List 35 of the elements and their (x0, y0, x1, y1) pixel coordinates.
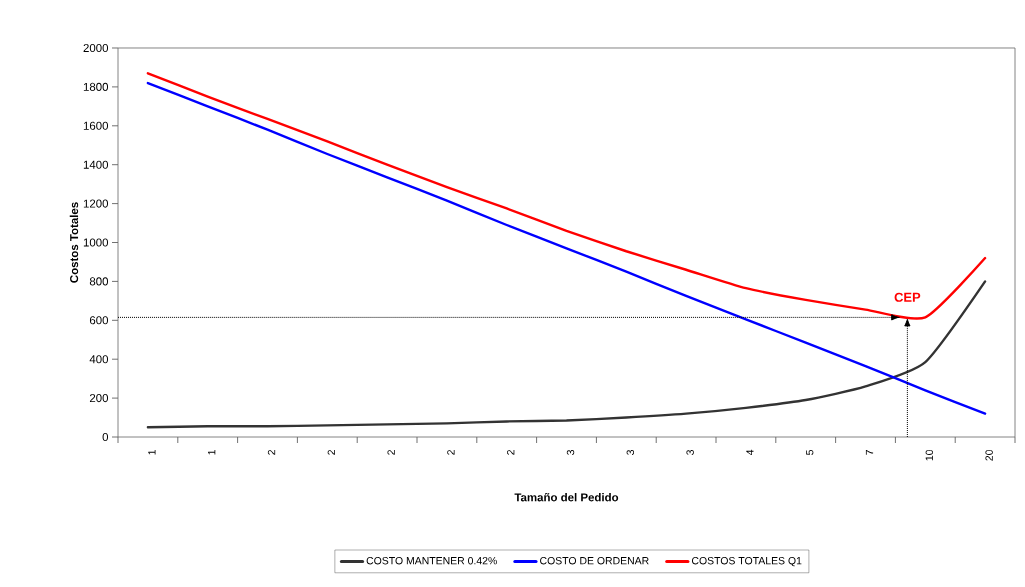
y-tick-label: 1800 (83, 82, 109, 91)
x-tick-label: 2 (387, 450, 395, 455)
y-tick-label: 1600 (83, 121, 109, 130)
x-tick-label: 10 (925, 449, 934, 461)
x-tick-label: 2 (267, 450, 276, 455)
annotation: CEP (894, 292, 921, 302)
x-tick-label: 3 (566, 449, 575, 455)
y-tick-label: 600 (89, 316, 109, 325)
x-axis-title: Tamaño del Pedido (514, 493, 619, 502)
y-tick-label: 0 (102, 432, 109, 442)
y-tick-label: 200 (89, 394, 109, 403)
y-tick-label: 400 (89, 355, 109, 364)
y-tick-label: 800 (89, 277, 109, 286)
x-tick-label: 4 (746, 449, 754, 456)
line-series (146, 280, 987, 429)
x-tick-label: 20 (985, 449, 993, 461)
y-tick-label: 1000 (83, 238, 109, 247)
x-tick-label: 1 (148, 450, 156, 455)
x-tick-label: 7 (865, 450, 874, 455)
legend-label: COSTO MANTENER 0.42% (366, 557, 497, 565)
legend-label: COSTOS TOTALES Q1 (691, 557, 802, 567)
x-tick-label: 3 (686, 449, 694, 455)
x-tick-label: 2 (507, 450, 515, 455)
x-tick-label: 1 (208, 450, 216, 455)
y-tick-label: 1400 (83, 160, 109, 169)
y-axis-title: Costos Totales (69, 202, 79, 283)
x-tick-label: 3 (626, 449, 635, 455)
x-tick-label: 2 (327, 450, 335, 455)
x-tick-label: 2 (447, 450, 455, 455)
y-tick-label: 1200 (83, 199, 109, 208)
legend-label: COSTO DE ORDENAR (540, 557, 649, 565)
y-tick-label: 2000 (83, 43, 109, 53)
x-tick-label: 5 (806, 449, 814, 455)
line-series (146, 72, 987, 320)
line-series (146, 81, 987, 415)
